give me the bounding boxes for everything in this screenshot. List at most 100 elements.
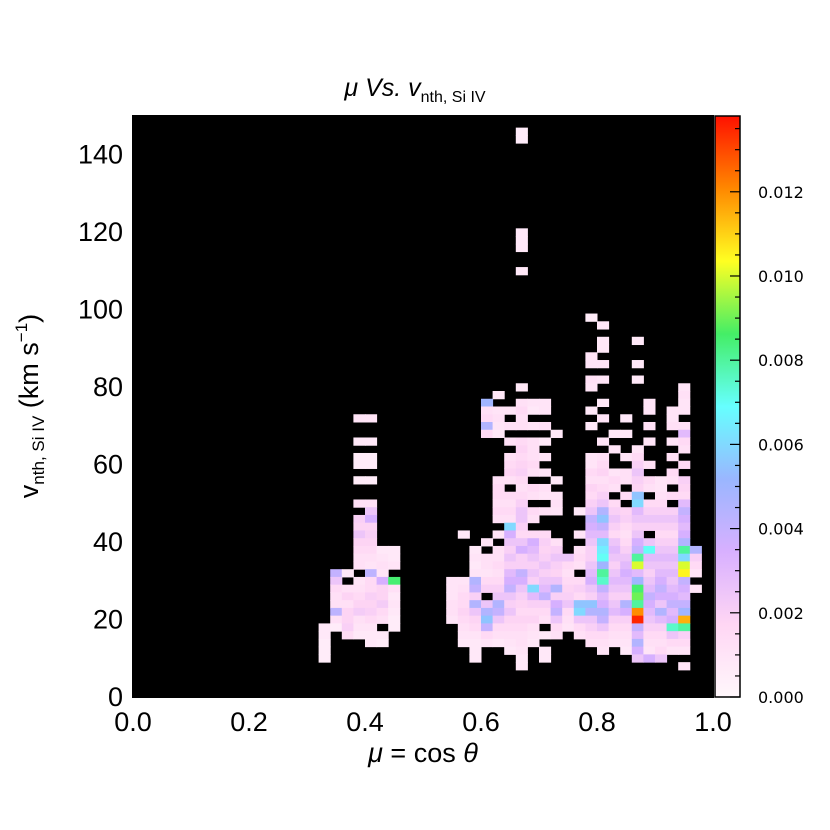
heatmap-cell <box>678 553 691 562</box>
heatmap-cell <box>608 607 621 617</box>
heatmap-cell <box>573 615 586 624</box>
heatmap-cell <box>527 600 540 609</box>
heatmap-cell <box>330 607 343 617</box>
heatmap-cell <box>527 569 540 578</box>
heatmap-cell <box>365 638 378 648</box>
heatmap-cell <box>515 607 528 617</box>
heatmap-cell <box>515 514 528 524</box>
heatmap-cell <box>388 584 401 593</box>
heatmap-cell <box>515 561 528 570</box>
heatmap-cell <box>597 375 610 384</box>
heatmap-cell <box>608 615 621 624</box>
heatmap-cell <box>504 406 517 415</box>
heatmap-cell <box>492 499 505 508</box>
heatmap-cell <box>515 553 528 562</box>
heatmap-cell <box>550 429 563 438</box>
heatmap-cell <box>457 615 470 624</box>
heatmap-cell <box>655 545 668 555</box>
heatmap-cell <box>550 615 563 624</box>
heatmap-cell <box>631 538 644 547</box>
heatmap-cell <box>643 584 656 593</box>
heatmap-cell <box>655 553 668 562</box>
heatmap-cell <box>655 507 668 516</box>
heatmap-cell <box>492 623 505 632</box>
heatmap-cell <box>527 460 540 469</box>
heatmap-cell <box>504 638 517 648</box>
heatmap-cell <box>620 538 633 547</box>
heatmap-cell <box>365 522 378 531</box>
heatmap-cell <box>515 437 528 446</box>
heatmap-cell <box>597 437 610 446</box>
heatmap-cell <box>631 631 644 640</box>
heatmap-cell <box>631 584 644 593</box>
heatmap-cell <box>318 631 331 640</box>
heatmap-cell <box>585 460 598 469</box>
heatmap-cell <box>608 569 621 578</box>
heatmap-cell <box>527 507 540 516</box>
y-label-exponent: −1 <box>12 323 31 342</box>
heatmap-cell <box>515 445 528 454</box>
heatmap-cell <box>550 476 563 485</box>
heatmap-cell <box>539 545 552 555</box>
heatmap-cell <box>527 607 540 617</box>
heatmap-cell <box>353 631 366 640</box>
heatmap-cell <box>562 592 575 601</box>
heatmap-cell <box>643 460 656 469</box>
heatmap-cell <box>562 561 575 570</box>
heatmap-cell <box>585 360 598 369</box>
heatmap-cell <box>527 615 540 624</box>
heatmap-cell <box>492 584 505 593</box>
heatmap-cell <box>550 538 563 547</box>
heatmap-cell <box>515 228 528 237</box>
heatmap-cell <box>608 429 621 438</box>
heatmap-cell <box>620 476 633 485</box>
heatmap-cell <box>515 615 528 624</box>
heatmap-cell <box>469 600 482 609</box>
heatmap-cell <box>573 553 586 562</box>
heatmap-cell <box>515 545 528 555</box>
x-axis-label: μ = cos θ <box>367 738 478 768</box>
heatmap-cell <box>620 491 633 500</box>
heatmap-cell <box>678 391 691 400</box>
heatmap-cell <box>608 445 621 454</box>
heatmap-cell <box>620 646 633 655</box>
heatmap-cell <box>666 631 679 640</box>
heatmap-cell <box>365 584 378 593</box>
heatmap-cell <box>655 530 668 539</box>
heatmap-cell <box>597 414 610 423</box>
heatmap-cell <box>446 607 459 617</box>
heatmap-cell <box>597 600 610 609</box>
heatmap-cell <box>318 654 331 663</box>
heatmap-cell <box>608 584 621 593</box>
heatmap-cell <box>678 476 691 485</box>
heatmap-cell <box>631 336 644 346</box>
heatmap-cell <box>631 553 644 562</box>
y-tick-label: 0 <box>108 682 123 712</box>
heatmap-cell <box>620 592 633 601</box>
heatmap-cell <box>330 600 343 609</box>
heatmap-cell <box>620 429 633 438</box>
heatmap-cell <box>492 483 505 493</box>
heatmap-cell <box>631 623 644 632</box>
heatmap-cell <box>666 414 679 423</box>
heatmap-cell <box>353 460 366 469</box>
heatmap-cell <box>515 600 528 609</box>
heatmap-cell <box>562 615 575 624</box>
heatmap-cell <box>666 623 679 632</box>
heatmap-cell <box>678 623 691 632</box>
heatmap-cell <box>655 576 668 586</box>
heatmap-cell <box>469 584 482 593</box>
heatmap-cell <box>678 538 691 547</box>
heatmap-cell <box>469 561 482 570</box>
heatmap-cell <box>585 638 598 648</box>
y-axis-label: vnth, Si IV (km s−1) <box>12 314 48 498</box>
heatmap-cell <box>515 631 528 640</box>
heatmap-cell <box>388 592 401 601</box>
heatmap-cell <box>597 584 610 593</box>
heatmap-cell <box>504 584 517 593</box>
heatmap-cell <box>585 375 598 384</box>
heatmap-cell <box>481 538 494 547</box>
heatmap-cell <box>631 499 644 508</box>
colorbar-gradient <box>714 115 741 698</box>
heatmap-cell <box>643 545 656 555</box>
